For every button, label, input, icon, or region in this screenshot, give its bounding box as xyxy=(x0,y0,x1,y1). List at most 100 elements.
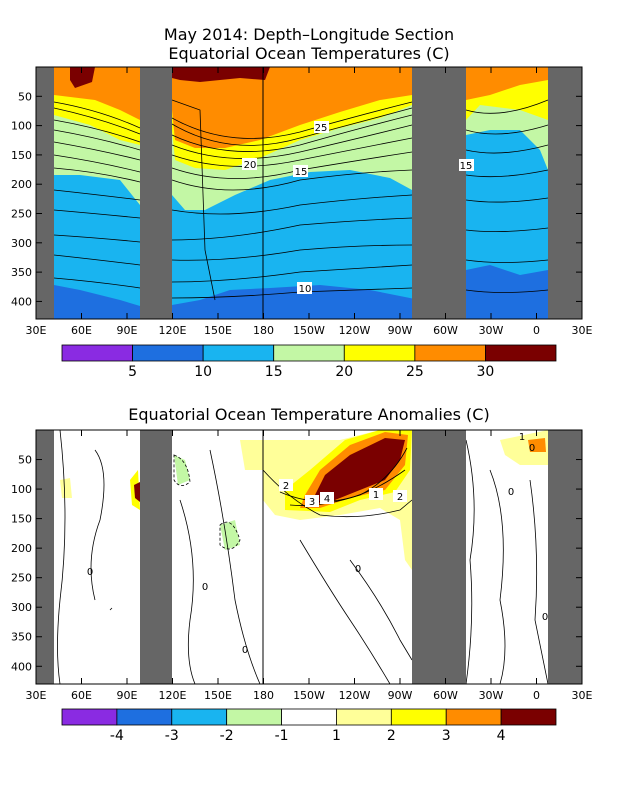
panel2-field xyxy=(36,430,582,684)
colorbar-swatch xyxy=(61,344,133,362)
y-tick-label: 300 xyxy=(11,237,32,250)
colorbar-swatch xyxy=(273,344,345,362)
x-tick-label: 90W xyxy=(388,689,413,702)
colorbar-label: 25 xyxy=(406,364,424,380)
panel1-colorbar: 5 10 15 20 25 30 xyxy=(61,344,557,380)
colorbar-label: 5 xyxy=(128,364,137,380)
y-tick-label: 150 xyxy=(11,149,32,162)
x-tick-label: 180 xyxy=(253,689,274,702)
y-tick-label: 50 xyxy=(18,90,32,103)
land-mask-south-america xyxy=(412,67,466,319)
colorbar-swatch xyxy=(390,708,447,726)
y-tick-label: 400 xyxy=(11,660,32,673)
colorbar-swatch xyxy=(116,708,173,726)
x-tick-label: 0 xyxy=(533,689,540,702)
colorbar-label: 30 xyxy=(477,364,495,380)
x-tick-label: 90E xyxy=(117,324,138,337)
colorbar-swatch xyxy=(336,708,392,726)
colorbar-label: 4 xyxy=(497,728,506,744)
y-tick-label: 200 xyxy=(11,542,32,555)
contour-label: 1 xyxy=(519,432,525,443)
colorbar-label: 10 xyxy=(194,364,212,380)
contour-label: 25 xyxy=(315,123,328,134)
y-tick-label: 100 xyxy=(11,483,32,496)
contour-label: 0 xyxy=(529,443,535,454)
contour-label: 0 xyxy=(508,487,514,498)
anom-cool-pacific-2 xyxy=(220,520,240,550)
y-tick-label: 400 xyxy=(11,295,32,308)
colorbar-label: -4 xyxy=(110,728,124,744)
anom-warm-west xyxy=(60,478,72,498)
anom-band-4plus xyxy=(310,438,405,505)
y-tick-label: 250 xyxy=(11,572,32,585)
colorbar-swatch xyxy=(414,344,486,362)
contour-label: 15 xyxy=(295,167,308,178)
colorbar-swatch xyxy=(281,708,337,726)
contour-label: 20 xyxy=(244,160,257,171)
x-tick-label: 90E xyxy=(117,689,138,702)
colorbar-swatch xyxy=(226,708,282,726)
colorbar-swatch xyxy=(171,708,228,726)
x-tick-label: 30E xyxy=(572,689,593,702)
panel1-title-line2: Equatorial Ocean Temperatures (C) xyxy=(168,44,449,63)
panel2-x-axis: 30E 60E 90E 120E 150E 180 150W 120W 90W 60W 30W 0 30… xyxy=(26,430,593,702)
panel2-contour-labels: 2 3 4 1 2 0 0 0 0 0 0 1 0 xyxy=(87,432,548,656)
contour-label: 0 xyxy=(202,582,208,593)
contour-label: 2 xyxy=(397,492,403,503)
anom-cool-pacific-1 xyxy=(174,455,190,485)
x-tick-label: 90W xyxy=(388,324,413,337)
colorbar-label: 3 xyxy=(442,728,451,744)
x-tick-label: 150E xyxy=(204,324,232,337)
colorbar-swatch xyxy=(202,344,275,362)
land-mask-indonesia xyxy=(140,67,172,319)
colorbar-swatch xyxy=(132,344,204,362)
contour-label: 2 xyxy=(283,481,289,492)
x-tick-label: 150E xyxy=(204,689,232,702)
anom-hot-atlantic xyxy=(528,438,546,452)
colorbar-label: -1 xyxy=(275,728,289,744)
y-tick-label: 350 xyxy=(11,266,32,279)
land-mask-africa xyxy=(36,67,54,319)
contour-label: 4 xyxy=(324,494,330,505)
contour-label: 0 xyxy=(87,567,93,578)
x-tick-label: 180 xyxy=(253,324,274,337)
land-mask-indonesia xyxy=(140,430,172,684)
colorbar-label: 20 xyxy=(335,364,353,380)
colorbar-label: 15 xyxy=(265,364,283,380)
contour-label: 0 xyxy=(242,645,248,656)
contour-label: 15 xyxy=(460,161,473,172)
panel1-contour-labels: 25 20 15 15 10 xyxy=(242,121,474,295)
x-tick-label: 30W xyxy=(479,689,504,702)
colorbar-swatch xyxy=(61,708,118,726)
land-mask-africa-east xyxy=(548,67,582,319)
x-tick-label: 30E xyxy=(26,689,47,702)
colorbar-label: 1 xyxy=(332,728,341,744)
x-tick-label: 120W xyxy=(339,324,371,337)
panel1-title-line1: May 2014: Depth–Longitude Section xyxy=(164,25,454,44)
y-tick-label: 150 xyxy=(11,513,32,526)
contour-label: 0 xyxy=(355,564,361,575)
land-mask-south-america xyxy=(412,430,466,684)
x-tick-label: 30E xyxy=(572,324,593,337)
temp-warm-pool-west xyxy=(70,67,95,88)
x-tick-label: 60E xyxy=(71,324,92,337)
panel1-y-axis: 50 100 150 200 250 300 350 400 xyxy=(11,90,582,308)
colorbar-label: -3 xyxy=(165,728,179,744)
x-tick-label: 0 xyxy=(533,324,540,337)
panel2-title: Equatorial Ocean Temperature Anomalies (… xyxy=(128,405,489,424)
x-tick-label: 60W xyxy=(433,324,458,337)
contour-label: 3 xyxy=(309,497,315,508)
colorbar-swatch xyxy=(343,344,416,362)
land-mask-africa-east xyxy=(548,430,582,684)
colorbar-label: -2 xyxy=(220,728,234,744)
x-tick-label: 120E xyxy=(159,689,187,702)
contour-label: 1 xyxy=(373,490,379,501)
colorbar-swatch xyxy=(445,708,502,726)
panel1-x-axis: 30E 60E 90E 120E 150E 180 150W 120W 90W 60W 30W 0 30… xyxy=(26,67,593,337)
anom-warm-central xyxy=(240,440,263,470)
panel1-field xyxy=(36,67,582,319)
anom-warm-atlantic xyxy=(500,430,548,465)
y-tick-label: 50 xyxy=(18,454,32,467)
